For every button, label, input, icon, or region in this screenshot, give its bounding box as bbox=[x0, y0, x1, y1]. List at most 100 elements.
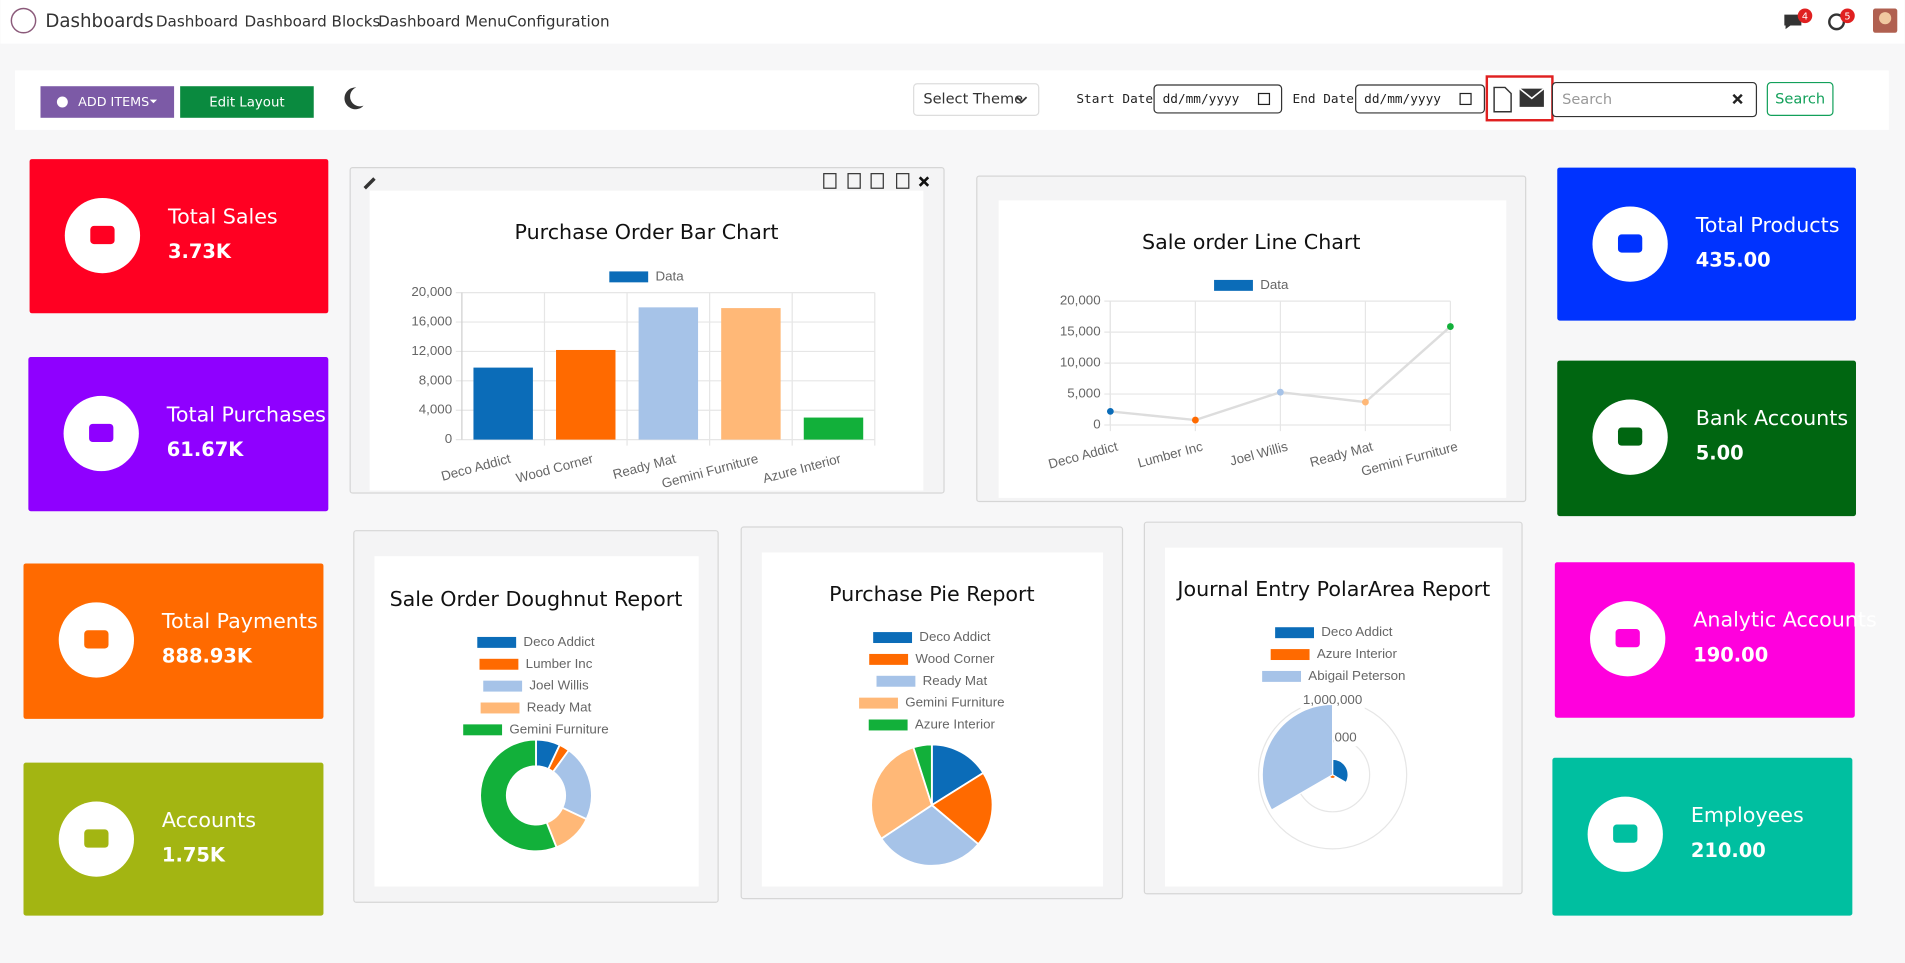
legend-label: Lumber Inc bbox=[526, 656, 593, 671]
pdf-export-icon[interactable] bbox=[1493, 86, 1512, 113]
start-date-input[interactable] bbox=[1153, 84, 1283, 114]
kpi-tile[interactable] bbox=[1554, 562, 1855, 718]
end-date-label: End Date: bbox=[1293, 92, 1362, 107]
slice bbox=[479, 738, 558, 853]
clear-search[interactable] bbox=[1732, 93, 1743, 105]
avatar-face bbox=[1879, 12, 1892, 25]
legend-swatch bbox=[609, 271, 649, 283]
y-tick-label: 10,000 bbox=[1060, 355, 1101, 370]
chart-title: Journal Entry PolarArea Report bbox=[1175, 577, 1490, 601]
menu-item[interactable]: Dashboard bbox=[156, 12, 238, 30]
kpi-icon bbox=[84, 630, 109, 649]
legend-swatch bbox=[873, 632, 913, 644]
kpi-tile[interactable] bbox=[28, 357, 329, 512]
edit-layout-label: Edit Layout bbox=[209, 96, 284, 111]
end-date-input[interactable] bbox=[1355, 84, 1486, 114]
menu-item[interactable]: Dashboard Menu bbox=[378, 12, 507, 30]
y-tick-label: 5,000 bbox=[1067, 386, 1100, 401]
legend-label: Gemini Furniture bbox=[509, 721, 608, 736]
theme-select[interactable] bbox=[913, 83, 1040, 116]
badge bbox=[1797, 8, 1813, 24]
kpi-title: Total Products bbox=[1695, 213, 1840, 237]
kpi-icon bbox=[1613, 824, 1638, 843]
chart-title: Sale Order Doughnut Report bbox=[390, 587, 683, 611]
legend-swatch bbox=[1270, 649, 1310, 661]
point bbox=[1191, 416, 1199, 424]
caret bbox=[1016, 96, 1028, 104]
edit-icon[interactable] bbox=[363, 177, 376, 190]
kpi-icon bbox=[1617, 427, 1643, 446]
menu-item[interactable]: Configuration bbox=[507, 12, 610, 30]
y-tick-label: 0 bbox=[445, 431, 452, 446]
kpi-tile[interactable] bbox=[1557, 167, 1856, 321]
search-button[interactable] bbox=[1766, 81, 1834, 116]
close-icon[interactable] bbox=[918, 176, 930, 187]
kpi-tile[interactable] bbox=[23, 762, 324, 916]
navbar bbox=[0, 0, 1905, 44]
messages-icon[interactable] bbox=[1784, 14, 1802, 30]
bar bbox=[556, 349, 616, 440]
kpi-tile[interactable] bbox=[1557, 360, 1856, 517]
y-tick-label: 20,000 bbox=[1060, 293, 1101, 308]
slice bbox=[870, 746, 933, 840]
bar bbox=[473, 367, 533, 440]
y-tick-label: 16,000 bbox=[411, 314, 452, 329]
slice bbox=[879, 803, 980, 867]
legend-label: Deco Addict bbox=[523, 634, 595, 649]
legend-swatch bbox=[876, 675, 916, 687]
bar bbox=[638, 307, 699, 440]
dark-mode-toggle[interactable] bbox=[344, 87, 364, 110]
kpi-icon bbox=[89, 423, 114, 443]
kpi-tile[interactable] bbox=[29, 159, 329, 314]
export-icon[interactable] bbox=[823, 173, 837, 189]
legend-label: Azure Interior bbox=[1317, 646, 1398, 661]
search-input[interactable] bbox=[1551, 81, 1758, 118]
r-tick-label: 1,000,000 bbox=[1303, 692, 1362, 707]
polar-sector bbox=[1331, 758, 1349, 784]
kpi-title: Bank Accounts bbox=[1696, 406, 1848, 430]
logo[interactable] bbox=[10, 7, 37, 34]
kpi-value: 210.00 bbox=[1691, 839, 1766, 862]
bar bbox=[721, 308, 781, 440]
menu-item[interactable]: Dashboard Blocks bbox=[245, 12, 381, 30]
point bbox=[1276, 388, 1284, 396]
legend-label: Ready Mat bbox=[527, 700, 592, 715]
kpi-icon bbox=[1615, 629, 1640, 648]
chart-title: Sale order Line Chart bbox=[1142, 230, 1360, 254]
start-date-value: dd/mm/yyyy bbox=[1163, 92, 1240, 107]
kpi-tile[interactable] bbox=[23, 563, 324, 719]
edit-layout-button[interactable] bbox=[180, 86, 314, 118]
kpi-value: 61.67K bbox=[167, 438, 244, 461]
legend-label: Gemini Furniture bbox=[905, 695, 1004, 710]
export-icon[interactable] bbox=[896, 173, 910, 189]
export-icon[interactable] bbox=[870, 173, 884, 189]
kpi-title: Employees bbox=[1691, 803, 1804, 827]
kpi-icon bbox=[84, 829, 109, 848]
chart-canvas bbox=[998, 200, 1507, 498]
legend-label: Data bbox=[655, 268, 684, 283]
badge bbox=[1840, 8, 1855, 24]
export-icon[interactable] bbox=[847, 173, 861, 189]
caret bbox=[149, 99, 158, 104]
y-tick-label: 4,000 bbox=[419, 402, 452, 417]
kpi-icon bbox=[90, 225, 115, 245]
y-tick-label: 8,000 bbox=[419, 372, 452, 387]
legend-label: Deco Addict bbox=[919, 629, 991, 644]
search-placeholder: Search bbox=[1562, 91, 1612, 108]
end-date-value: dd/mm/yyyy bbox=[1364, 92, 1441, 107]
point bbox=[1446, 323, 1454, 330]
kpi-value: 190.00 bbox=[1693, 643, 1768, 666]
point bbox=[1361, 398, 1369, 406]
chart-title: Purchase Pie Report bbox=[829, 582, 1035, 606]
slice bbox=[912, 743, 933, 806]
kpi-title: Total Payments bbox=[161, 609, 318, 633]
slice bbox=[930, 743, 985, 807]
plus-icon bbox=[56, 96, 68, 108]
legend-label: Deco Addict bbox=[1321, 624, 1393, 639]
legend-swatch bbox=[1262, 670, 1302, 682]
brand[interactable]: Dashboards bbox=[45, 11, 153, 32]
theme-select-label: Select Theme bbox=[923, 91, 1023, 108]
legend-label: Ready Mat bbox=[923, 673, 988, 688]
